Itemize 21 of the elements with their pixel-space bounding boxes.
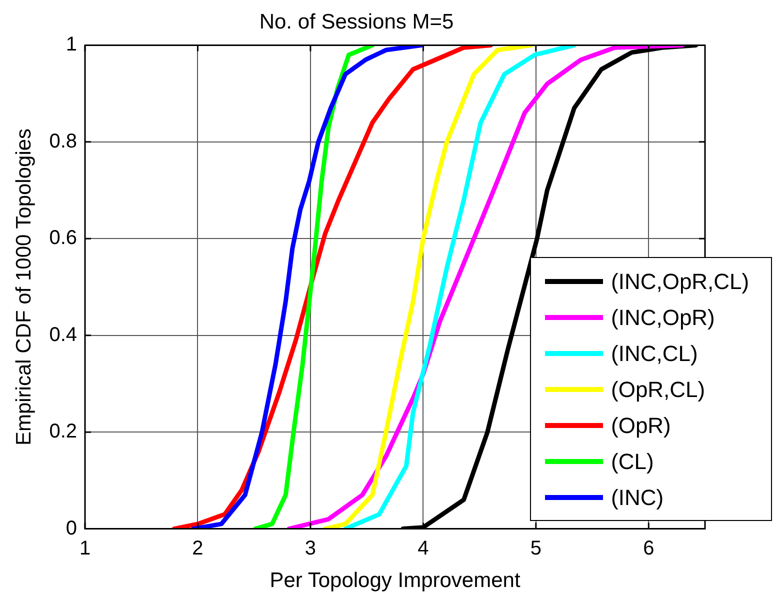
legend-label: (INC,OpR) — [611, 304, 715, 331]
legend-label: (OpR,CL) — [611, 376, 706, 403]
y-tick-label: 1 — [66, 34, 78, 56]
x-tick-label: 6 — [643, 537, 654, 560]
x-tick-label: 2 — [192, 537, 204, 560]
legend-label: (CL) — [611, 448, 654, 475]
y-tick-label: 0 — [66, 517, 78, 540]
legend-label: (INC,OpR,CL) — [611, 268, 750, 295]
y-tick-label: 0.4 — [49, 324, 78, 346]
y-axis-title: Empirical CDF of 1000 Topologies — [12, 128, 36, 446]
y-tick-label: 0.6 — [49, 227, 78, 250]
legend-label: (INC) — [611, 484, 664, 511]
legend-label: (INC,CL) — [611, 340, 698, 367]
chart-title: No. of Sessions M=5 — [259, 10, 454, 34]
x-tick-label: 3 — [304, 537, 316, 560]
legend-label: (OpR) — [611, 412, 671, 439]
y-tick-label: 0.8 — [49, 130, 78, 152]
y-tick-label: 0.2 — [49, 420, 78, 443]
x-tick-label: 4 — [418, 537, 429, 560]
x-axis-title: Per Topology Improvement — [270, 569, 520, 592]
x-tick-label: 5 — [530, 537, 542, 560]
